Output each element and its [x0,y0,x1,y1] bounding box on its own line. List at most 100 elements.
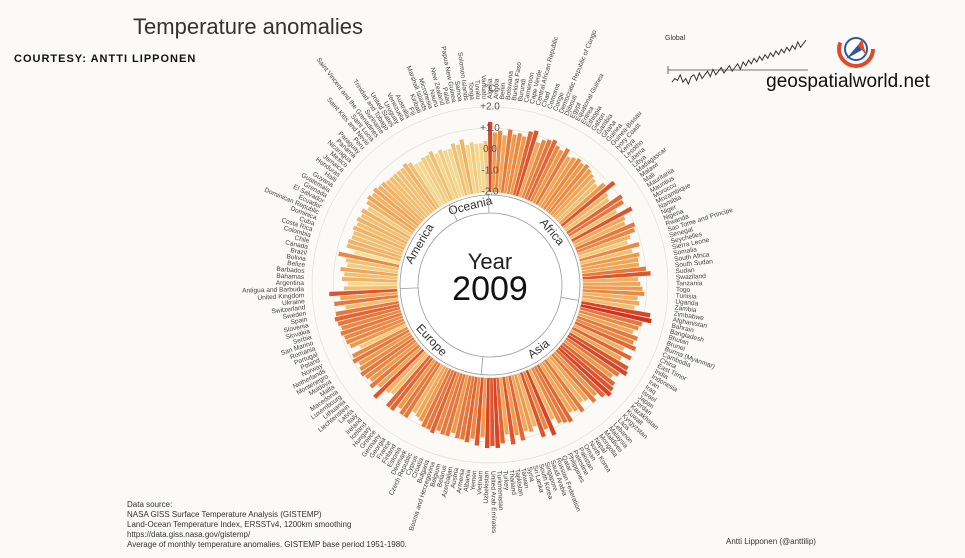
bar [497,135,507,193]
bar [348,281,398,286]
bar [399,360,439,416]
country-label: Zambia [674,305,697,315]
country-label: Samoa [453,80,463,102]
bar [546,357,584,403]
country-label: Spain [290,316,308,326]
bar [366,200,414,234]
bar [484,377,490,449]
source-line: https://data.giss.nasa.gov/gistemp/ [127,530,251,539]
bar [367,206,413,237]
chart-title: Temperature anomalies [133,14,363,39]
bar [459,139,474,195]
country-label: Antigua and Barbuda [242,286,304,294]
bar [420,156,448,204]
bar [515,130,539,197]
bar [474,143,483,193]
bar [533,365,568,424]
continent-divider [400,287,419,289]
bar [529,145,561,203]
bar [573,221,626,248]
bar [352,230,404,253]
bar [377,346,423,388]
bar [340,312,403,336]
bar [575,222,636,251]
bar [550,168,592,216]
bar [559,344,614,392]
country-label: Uzbekistan [483,471,491,504]
country-label: Benin [499,82,507,100]
bar [464,376,478,443]
country-label: Botswana [505,70,515,100]
source-line: Average of monthly temperature anomalies… [127,540,407,549]
bar [356,216,408,245]
country-label: Chile [294,235,311,245]
country-label: Sudan [675,267,695,275]
bar [389,176,428,218]
bar [573,324,625,352]
bar [545,162,585,212]
bar [483,141,489,193]
bar [531,367,563,424]
bar [491,132,498,193]
country-label: South Sudan [675,258,714,269]
country-label: Togo [676,286,691,293]
bar [351,235,403,256]
bar [580,249,633,265]
bar [574,321,637,352]
country-label: Palau [441,87,452,105]
bar [343,315,404,340]
bar [349,321,406,349]
bar [493,377,501,449]
bar [570,329,622,361]
bar [455,144,471,195]
bar [575,318,635,345]
bar [536,364,574,423]
y-tick-label: -1.0 [481,165,499,176]
country-label: Brazil [290,247,308,257]
country-label: Cuba [298,216,316,228]
country-label: Austria [450,467,461,489]
bar [508,375,526,441]
bar [434,153,456,200]
bar [490,377,495,446]
bar [503,134,517,194]
bar [459,376,475,440]
bar [385,351,427,394]
bar [581,298,635,310]
unit-label: °C [484,84,495,95]
bar [380,181,424,223]
bar [347,238,402,259]
bar [577,312,634,334]
country-label: Democratic Republic of Congo [558,29,599,115]
bar [576,227,636,253]
y-tick-label: 0.0 [483,144,497,155]
bar [561,342,616,387]
bar [353,250,400,265]
bar [352,225,405,250]
country-label: Chad [541,91,552,108]
bar [487,121,493,193]
bar [578,309,639,331]
bar [377,185,422,225]
bar [413,163,443,207]
bar [556,183,598,223]
bar [572,215,626,245]
country-label: Barbados [276,266,305,275]
bar [518,141,541,198]
bar [514,374,534,433]
bar [351,326,409,359]
bar [390,353,429,395]
bar [582,295,640,306]
bar [552,173,594,218]
bar [478,143,486,193]
country-label: Yemen [470,470,479,491]
country-label: Tanzania [676,280,703,287]
bar [537,156,571,207]
bar [522,371,549,430]
bar [367,195,416,232]
bar [560,180,616,227]
y-tick-label: -2.0 [481,187,499,198]
country-label: Vanuatu [480,75,488,100]
bar [358,332,412,366]
bar [524,139,552,200]
